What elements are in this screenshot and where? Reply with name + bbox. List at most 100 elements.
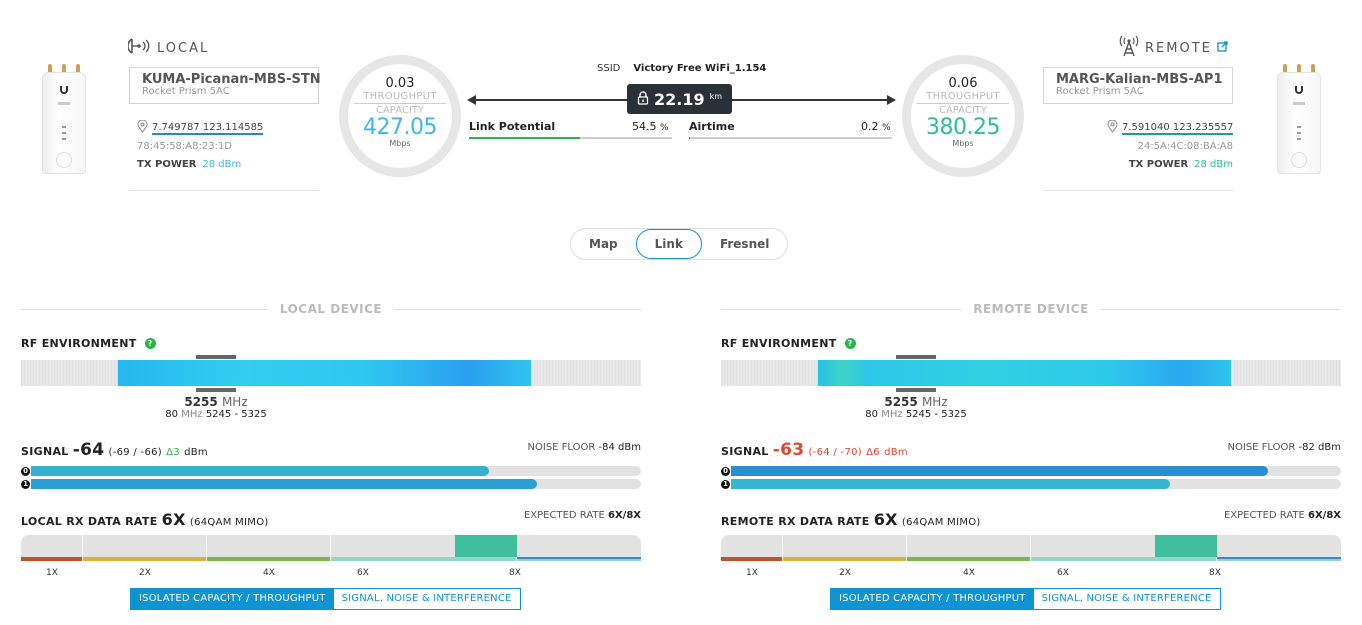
local-tx-power-label: TX POWER — [137, 159, 197, 170]
isolated-capacity-button[interactable]: ISOLATED CAPACITY / THROUGHPUT — [831, 589, 1034, 609]
distance-unit: km — [709, 91, 723, 101]
remote-tx-power-label: TX POWER — [1128, 159, 1189, 170]
frequency-unit: MHz — [921, 395, 948, 409]
chain-1-fill — [731, 479, 1171, 489]
tab-map[interactable]: Map — [589, 237, 618, 251]
remote-title: REMOTE — [1118, 35, 1228, 61]
local-tx-power: TX POWER 28 dBm — [137, 159, 241, 170]
local-mac: 78:45:58:A8:23:1D — [137, 141, 233, 152]
remote-device-name: MARG-Kalian-MBS-AP1 — [1056, 72, 1223, 87]
distance-value: 22.19 — [654, 89, 705, 109]
channel-marker-bottom — [196, 388, 236, 392]
local-location: 7.749787 123.114585 — [137, 119, 264, 136]
rate-segment-1x — [721, 535, 783, 561]
noise-floor-label: NOISE FLOOR — [1227, 442, 1296, 453]
external-link-icon[interactable] — [1217, 40, 1228, 56]
signal-delta: Δ3 — [166, 447, 180, 458]
noise-floor: NOISE FLOOR -82 dBm — [1228, 442, 1341, 453]
local-device-name: KUMA-Picanan-MBS-STN — [142, 72, 321, 87]
expected-rate-label: EXPECTED RATE — [523, 510, 605, 521]
rf-channel-fill — [818, 360, 1231, 386]
local-capacity-gauge: 0.03 THROUGHPUT CAPACITY 427.05 Mbps — [339, 55, 461, 177]
signal-noise-interference-button[interactable]: SIGNAL, NOISE & INTERFERENCE — [1033, 589, 1220, 609]
local-device-image — [42, 64, 86, 174]
link-potential-number: 54.5 — [632, 120, 657, 133]
local-throughput-label: THROUGHPUT — [354, 91, 446, 104]
data-rate-bar — [21, 535, 641, 561]
chain-0-signal-bar: 0 — [21, 466, 641, 476]
channel-marker-top — [896, 355, 936, 359]
signal-label: SIGNAL — [721, 445, 769, 458]
rate-tick: 4X — [963, 568, 975, 578]
remote-mac: 24:5A:4C:08:BA:A8 — [1137, 141, 1233, 152]
expected-rate-value: 6X/8X — [1308, 510, 1341, 521]
channel-marker-top — [196, 355, 236, 359]
remote-location: 7.591040 123.235557 — [1107, 119, 1234, 136]
tab-fresnel[interactable]: Fresnel — [719, 237, 770, 251]
remote-tx-power: TX POWER 28 dBm — [1129, 159, 1233, 170]
rate-tick-labels: 1X 2X 4X 6X 8X — [21, 568, 641, 578]
remote-throughput-label: THROUGHPUT — [917, 91, 1009, 104]
current-rate-highlight — [455, 535, 517, 557]
current-rate-highlight — [1155, 535, 1217, 557]
signal-unit: dBm — [884, 447, 908, 458]
frequency-info: 5255 MHz 80 MHz 5245 - 5325 — [146, 395, 286, 420]
help-icon[interactable]: ? — [844, 338, 856, 349]
chain-1-fill — [31, 479, 538, 489]
rate-segment-1x — [21, 535, 83, 561]
link-potential-bar — [469, 137, 672, 139]
remote-device-panel: REMOTE DEVICE RF ENVIRONMENT ? 5255 MHz … — [721, 302, 1341, 622]
rate-segment-4x — [907, 535, 1031, 561]
isolated-capacity-button[interactable]: ISOLATED CAPACITY / THROUGHPUT — [131, 589, 334, 609]
location-pin-icon — [137, 119, 148, 136]
channel-marker-bottom — [896, 388, 936, 392]
signal-chains: (-69 / -66) — [108, 447, 162, 458]
remote-capacity-unit: Mbps — [952, 139, 974, 148]
pct-sign: % — [660, 123, 669, 133]
signal-value: -64 — [72, 440, 105, 460]
rate-segment-8x — [517, 535, 641, 561]
local-capacity-value: 427.05 — [363, 115, 437, 140]
lock-icon — [637, 90, 649, 108]
rx-rate-value: 6X — [873, 510, 898, 529]
location-pin-icon — [1107, 119, 1118, 136]
airtime-number: 0.2 — [861, 120, 879, 133]
noise-floor-value: -84 dBm — [598, 442, 641, 453]
local-radio-icon — [127, 37, 152, 59]
link-potential-bar-fill — [469, 137, 580, 139]
signal-header: SIGNAL -63 (-64 / -70) Δ6 dBm — [721, 440, 908, 460]
remote-device-image — [1277, 64, 1321, 174]
rate-tick: 6X — [357, 568, 369, 578]
section-title: REMOTE DEVICE — [973, 302, 1089, 316]
local-coordinates-link[interactable]: 7.749787 123.114585 — [152, 121, 264, 135]
local-throughput-value: 0.03 — [385, 76, 415, 91]
rate-segment-6x — [331, 535, 517, 561]
help-icon[interactable]: ? — [144, 338, 156, 349]
rate-segment-2x — [783, 535, 907, 561]
tab-link[interactable]: Link — [635, 229, 702, 259]
rate-tick: 8X — [509, 568, 521, 578]
rate-tick: 2X — [839, 568, 851, 578]
rate-tick: 4X — [263, 568, 275, 578]
chain-0-fill — [731, 466, 1268, 476]
signal-noise-interference-button[interactable]: SIGNAL, NOISE & INTERFERENCE — [333, 589, 520, 609]
link-potential-label: Link Potential — [469, 120, 556, 133]
rate-tick: 6X — [1057, 568, 1069, 578]
rx-rate-label: REMOTE RX DATA RATE — [721, 515, 870, 528]
rx-rate-detail: (64QAM MIMO) — [189, 517, 269, 528]
rate-segment-8x — [1217, 535, 1341, 561]
rf-environment-label: RF ENVIRONMENT — [721, 337, 837, 350]
rate-segment-4x — [207, 535, 331, 561]
channel-width: 80 — [165, 409, 179, 420]
local-capacity-label: CAPACITY — [375, 105, 425, 116]
rx-rate-detail: (64QAM MIMO) — [901, 517, 981, 528]
remote-device-namebox: MARG-Kalian-MBS-AP1 Rocket Prism 5AC — [1043, 67, 1233, 104]
rate-segment-2x — [83, 535, 207, 561]
ssid-row: SSID Victory Free WiFi_1.154 — [597, 63, 766, 74]
frequency-range: 5245 - 5325 — [205, 409, 267, 420]
remote-coordinates-link[interactable]: 7.591040 123.235557 — [1122, 121, 1234, 135]
link-potential-value: 54.5 % — [632, 120, 669, 133]
local-device-model: Rocket Prism 5AC — [142, 86, 230, 97]
noise-floor: NOISE FLOOR -84 dBm — [528, 442, 641, 453]
signal-delta: Δ6 — [866, 447, 880, 458]
